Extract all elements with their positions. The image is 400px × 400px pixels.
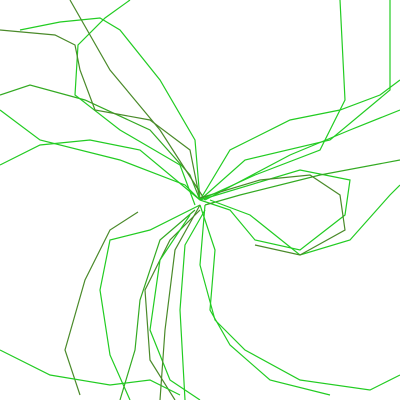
curve-right-dark bbox=[199, 174, 346, 256]
curve-left-lower bbox=[0, 139, 201, 201]
curve-right-upper bbox=[199, 79, 400, 201]
curve-right-lower bbox=[209, 184, 400, 256]
curve-bottom-dark bbox=[159, 204, 201, 400]
curve-right-loop-a bbox=[199, 169, 351, 251]
curve-bottom-spiral bbox=[199, 204, 400, 391]
curve-bottom-left bbox=[99, 204, 201, 400]
curve-bottom-center bbox=[179, 209, 206, 400]
curve-bottom-arc bbox=[0, 349, 181, 396]
curve-right-loop-b bbox=[204, 109, 400, 201]
curve-top-spiral bbox=[0, 29, 201, 201]
curve-top-arc bbox=[19, 17, 201, 201]
curve-right-mid bbox=[204, 159, 400, 206]
curve-right-top bbox=[199, 0, 391, 201]
curve-upper-left-loop bbox=[74, 0, 196, 206]
curve-bottom-left-b bbox=[119, 209, 196, 400]
curve-bottom-long bbox=[149, 214, 201, 400]
curve-top-right-vertical bbox=[199, 0, 346, 201]
curve-bottom-center-b bbox=[199, 204, 331, 396]
curve-dark-diagonal bbox=[69, 0, 206, 201]
curve-left-lower-dark bbox=[64, 211, 139, 396]
